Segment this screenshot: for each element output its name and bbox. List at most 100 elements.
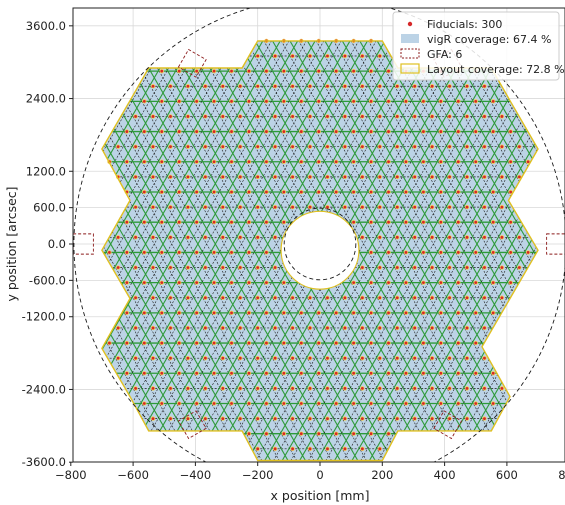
fiducial-point bbox=[273, 145, 277, 149]
y-tick-label: 3600.0 bbox=[26, 19, 66, 33]
fiducial-point bbox=[308, 326, 312, 330]
fiducial-point bbox=[195, 402, 199, 405]
fiducial-point bbox=[203, 235, 207, 239]
fiducial-point bbox=[212, 69, 216, 73]
fiducial-point bbox=[465, 115, 469, 118]
fiducial-point bbox=[282, 130, 286, 133]
fiducial-point bbox=[247, 251, 251, 254]
fiducial-point bbox=[282, 281, 286, 285]
fiducial-point bbox=[526, 160, 530, 164]
fiducial-point bbox=[151, 266, 155, 269]
fiducial-point bbox=[448, 266, 451, 269]
tile-slant-edge bbox=[101, 40, 326, 461]
fiducial-point bbox=[212, 251, 216, 254]
fiducial-point bbox=[238, 386, 242, 390]
fiducial-point bbox=[291, 356, 294, 360]
fiducial-point bbox=[238, 115, 242, 118]
fiducial-point bbox=[360, 356, 364, 360]
fiducial-point bbox=[142, 99, 146, 103]
fiducial-point bbox=[378, 54, 382, 58]
fiducial-point bbox=[465, 296, 469, 300]
fiducial-point bbox=[395, 417, 399, 421]
fiducial-point bbox=[378, 266, 382, 269]
fiducial-point bbox=[169, 386, 172, 390]
fiducial-point bbox=[483, 326, 486, 330]
fiducial-point bbox=[352, 432, 356, 436]
tile-slant-edge bbox=[101, 40, 308, 461]
x-tick-label: 800 bbox=[558, 468, 565, 482]
fiducial-point bbox=[352, 130, 356, 133]
x-tick-label: 400 bbox=[434, 468, 456, 482]
fiducial-point bbox=[299, 130, 303, 133]
fiducial-point bbox=[465, 417, 469, 421]
fiducial-point bbox=[177, 371, 181, 375]
gfa-patch-4 bbox=[433, 410, 463, 440]
fiducial-point bbox=[256, 326, 260, 330]
fiducial-point bbox=[448, 235, 451, 239]
fiducial-point bbox=[212, 160, 216, 164]
fiducial-point bbox=[230, 190, 233, 194]
fiducial-point bbox=[142, 160, 146, 164]
fiducial-point bbox=[334, 130, 338, 133]
fiducial-point bbox=[265, 130, 268, 133]
fiducial-point bbox=[134, 235, 137, 239]
fiducial-point bbox=[273, 54, 277, 58]
fiducial-point bbox=[177, 130, 181, 133]
fiducial-point bbox=[177, 160, 181, 164]
fiducial-point bbox=[221, 417, 225, 421]
fiducial-point bbox=[395, 326, 399, 330]
fiducial-point bbox=[169, 296, 172, 300]
fiducial-point bbox=[430, 205, 434, 209]
fiducial-point bbox=[465, 145, 469, 149]
fiducial-point bbox=[116, 266, 120, 269]
fiducial-point bbox=[395, 296, 399, 300]
fiducial-point bbox=[404, 341, 408, 345]
fiducial-point bbox=[448, 115, 451, 118]
fiducial-point bbox=[334, 432, 338, 436]
tile-slant-edge bbox=[201, 40, 526, 461]
fiducial-point bbox=[247, 220, 251, 224]
fiducial-point bbox=[291, 386, 294, 390]
fiducial-point bbox=[491, 99, 495, 103]
fiducial-point bbox=[369, 160, 373, 164]
fiducial-point bbox=[151, 296, 155, 300]
fiducial-point bbox=[483, 356, 486, 360]
fiducial-point bbox=[360, 84, 364, 88]
fiducial-point bbox=[465, 235, 469, 239]
x-tick-label: −800 bbox=[55, 468, 87, 482]
fiducial-point bbox=[230, 371, 233, 375]
fiducial-point bbox=[369, 311, 373, 315]
fiducial-point bbox=[422, 341, 425, 345]
fiducial-point bbox=[186, 235, 190, 239]
fiducial-point bbox=[134, 326, 137, 330]
legend-layout-marker bbox=[400, 63, 420, 74]
fiducial-point bbox=[474, 160, 478, 164]
fiducial-point bbox=[256, 205, 260, 209]
fiducial-point bbox=[448, 326, 451, 330]
fiducial-point bbox=[317, 160, 321, 164]
fiducial-point bbox=[282, 69, 286, 73]
fiducial-point bbox=[343, 115, 347, 118]
fiducial-point bbox=[177, 69, 181, 73]
fiducial-point bbox=[212, 130, 216, 133]
fiducial-point bbox=[474, 341, 478, 345]
fiducial-point bbox=[491, 371, 495, 375]
tile-slant-edge bbox=[323, 40, 539, 461]
fiducial-point bbox=[308, 417, 312, 421]
fiducial-point bbox=[282, 190, 286, 194]
y-axis-label: y position [arcsec] bbox=[4, 186, 19, 301]
fiducial-point bbox=[343, 417, 347, 421]
fiducial-point bbox=[238, 296, 242, 300]
fiducial-point bbox=[439, 130, 443, 133]
fiducial-point bbox=[474, 99, 478, 103]
fiducial-point bbox=[395, 235, 399, 239]
fiducial-point bbox=[474, 251, 478, 254]
fiducial-point bbox=[134, 386, 137, 390]
gfa-patch-0 bbox=[177, 48, 207, 78]
fiducial-point bbox=[334, 341, 338, 345]
fiducial-point bbox=[395, 145, 399, 149]
fiducial-point bbox=[326, 417, 329, 421]
fiducial-point bbox=[352, 311, 356, 315]
fiducial-point bbox=[186, 356, 190, 360]
fiducial-point bbox=[265, 341, 268, 345]
